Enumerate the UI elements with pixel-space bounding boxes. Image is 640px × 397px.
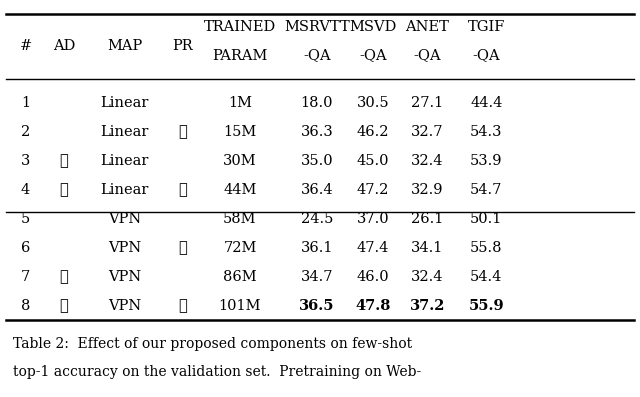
Text: ✓: ✓ [60, 270, 68, 284]
Text: ✓: ✓ [178, 299, 187, 313]
Text: MSVD: MSVD [349, 19, 397, 34]
Text: VPN: VPN [108, 299, 141, 313]
Text: 36.1: 36.1 [301, 241, 333, 255]
Text: 47.8: 47.8 [355, 299, 391, 313]
Text: 1M: 1M [228, 96, 252, 110]
Text: 36.5: 36.5 [299, 299, 335, 313]
Text: ✓: ✓ [60, 183, 68, 197]
Text: 46.2: 46.2 [357, 125, 389, 139]
Text: 46.0: 46.0 [357, 270, 389, 284]
Text: ✓: ✓ [178, 125, 187, 139]
Text: 36.4: 36.4 [301, 183, 333, 197]
Text: ✓: ✓ [60, 154, 68, 168]
Text: 55.9: 55.9 [468, 299, 504, 313]
Text: TGIF: TGIF [468, 19, 505, 34]
Text: Linear: Linear [100, 96, 149, 110]
Text: ✓: ✓ [178, 183, 187, 197]
Text: -QA: -QA [359, 48, 387, 63]
Text: 30M: 30M [223, 154, 257, 168]
Text: 47.2: 47.2 [357, 183, 389, 197]
Text: -QA: -QA [472, 48, 500, 63]
Text: 37.2: 37.2 [410, 299, 445, 313]
Text: 72M: 72M [223, 241, 257, 255]
Text: 101M: 101M [219, 299, 261, 313]
Text: 32.4: 32.4 [412, 154, 444, 168]
Text: 54.7: 54.7 [470, 183, 502, 197]
Text: 1: 1 [21, 96, 30, 110]
Text: 37.0: 37.0 [357, 212, 389, 226]
Text: -QA: -QA [413, 48, 442, 63]
Text: ANET: ANET [406, 19, 449, 34]
Text: 30.5: 30.5 [357, 96, 389, 110]
Text: 55.8: 55.8 [470, 241, 502, 255]
Text: 32.4: 32.4 [412, 270, 444, 284]
Text: MSRVTT: MSRVTT [284, 19, 349, 34]
Text: Linear: Linear [100, 183, 149, 197]
Text: 50.1: 50.1 [470, 212, 502, 226]
Text: 44M: 44M [223, 183, 257, 197]
Text: 86M: 86M [223, 270, 257, 284]
Text: 3: 3 [21, 154, 30, 168]
Text: ✓: ✓ [60, 299, 68, 313]
Text: AD: AD [53, 39, 75, 53]
Text: 35.0: 35.0 [301, 154, 333, 168]
Text: 53.9: 53.9 [470, 154, 502, 168]
Text: 44.4: 44.4 [470, 96, 502, 110]
Text: 58M: 58M [223, 212, 257, 226]
Text: TRAINED: TRAINED [204, 19, 276, 34]
Text: VPN: VPN [108, 241, 141, 255]
Text: 2: 2 [21, 125, 30, 139]
Text: VPN: VPN [108, 212, 141, 226]
Text: 36.3: 36.3 [300, 125, 333, 139]
Text: -QA: -QA [303, 48, 331, 63]
Text: 32.9: 32.9 [412, 183, 444, 197]
Text: Table 2:  Effect of our proposed components on few-shot: Table 2: Effect of our proposed componen… [13, 337, 412, 351]
Text: PR: PR [172, 39, 193, 53]
Text: Linear: Linear [100, 125, 149, 139]
Text: PARAM: PARAM [212, 48, 268, 63]
Text: 54.4: 54.4 [470, 270, 502, 284]
Text: 8: 8 [21, 299, 30, 313]
Text: 5: 5 [21, 212, 30, 226]
Text: 26.1: 26.1 [412, 212, 444, 226]
Text: VPN: VPN [108, 270, 141, 284]
Text: 54.3: 54.3 [470, 125, 502, 139]
Text: 47.4: 47.4 [357, 241, 389, 255]
Text: 45.0: 45.0 [357, 154, 389, 168]
Text: 18.0: 18.0 [301, 96, 333, 110]
Text: top-1 accuracy on the validation set.  Pretraining on Web-: top-1 accuracy on the validation set. Pr… [13, 365, 421, 379]
Text: 6: 6 [21, 241, 30, 255]
Text: 15M: 15M [223, 125, 257, 139]
Text: 7: 7 [21, 270, 30, 284]
Text: ✓: ✓ [178, 241, 187, 255]
Text: Linear: Linear [100, 154, 149, 168]
Text: 34.1: 34.1 [412, 241, 444, 255]
Text: 27.1: 27.1 [412, 96, 444, 110]
Text: 24.5: 24.5 [301, 212, 333, 226]
Text: 4: 4 [21, 183, 30, 197]
Text: 32.7: 32.7 [412, 125, 444, 139]
Text: #: # [19, 39, 32, 53]
Text: 34.7: 34.7 [301, 270, 333, 284]
Text: MAP: MAP [107, 39, 143, 53]
